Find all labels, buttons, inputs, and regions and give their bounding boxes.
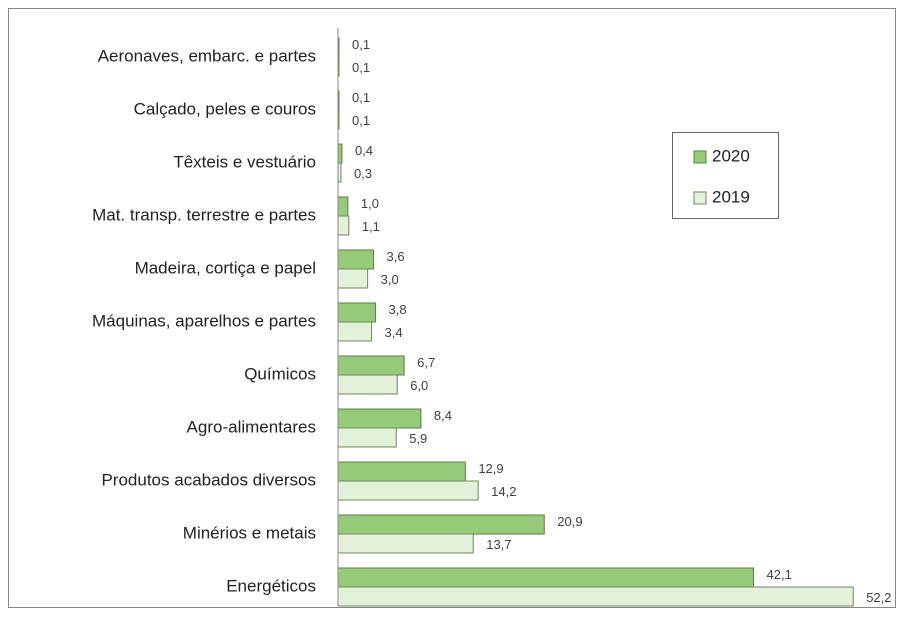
bar bbox=[337, 268, 369, 289]
bar bbox=[337, 514, 545, 535]
category-label: Calçado, peles e couros bbox=[134, 99, 316, 118]
bar bbox=[337, 480, 479, 501]
legend-box bbox=[672, 132, 779, 219]
bar bbox=[337, 249, 375, 270]
category-label: Agro-alimentares bbox=[187, 417, 316, 436]
value-label: 0,1 bbox=[352, 37, 370, 52]
value-label: 42,1 bbox=[767, 567, 792, 582]
category-label: Máquinas, aparelhos e partes bbox=[92, 311, 316, 330]
bar bbox=[337, 321, 373, 342]
value-label: 0,1 bbox=[352, 90, 370, 105]
category-label: Produtos acabados diversos bbox=[101, 470, 316, 489]
legend-swatch bbox=[693, 150, 707, 164]
value-label: 1,1 bbox=[362, 219, 380, 234]
bar bbox=[337, 302, 377, 323]
legend-label: 2020 bbox=[712, 146, 750, 165]
bar bbox=[337, 427, 397, 448]
legend-swatch bbox=[693, 191, 707, 205]
chart-border bbox=[8, 8, 896, 608]
value-label: 0,1 bbox=[352, 60, 370, 75]
value-label: 13,7 bbox=[486, 537, 511, 552]
value-label: 1,0 bbox=[361, 196, 379, 211]
value-label: 6,0 bbox=[410, 378, 428, 393]
value-label: 6,7 bbox=[417, 355, 435, 370]
value-label: 3,4 bbox=[385, 325, 403, 340]
category-label: Minérios e metais bbox=[183, 523, 316, 542]
value-label: 52,2 bbox=[866, 590, 891, 605]
category-label: Têxteis e vestuário bbox=[173, 152, 316, 171]
bar bbox=[337, 355, 405, 376]
bar bbox=[337, 567, 755, 588]
category-label: Energéticos bbox=[226, 576, 316, 595]
bar bbox=[337, 586, 854, 607]
bar bbox=[337, 143, 343, 164]
value-label: 3,8 bbox=[389, 302, 407, 317]
value-label: 3,6 bbox=[387, 249, 405, 264]
bar bbox=[337, 196, 349, 217]
bar bbox=[337, 215, 350, 236]
category-label: Madeira, cortiça e papel bbox=[135, 258, 316, 277]
bar bbox=[337, 408, 422, 429]
value-label: 12,9 bbox=[478, 461, 503, 476]
bar bbox=[337, 374, 398, 395]
bar bbox=[337, 533, 474, 554]
category-label: Aeronaves, embarc. e partes bbox=[98, 46, 316, 65]
value-label: 14,2 bbox=[491, 484, 516, 499]
bar bbox=[337, 461, 466, 482]
value-label: 5,9 bbox=[409, 431, 427, 446]
legend-label: 2019 bbox=[712, 187, 750, 206]
category-label: Químicos bbox=[244, 364, 316, 383]
value-label: 20,9 bbox=[557, 514, 582, 529]
value-label: 8,4 bbox=[434, 408, 452, 423]
value-label: 0,1 bbox=[352, 113, 370, 128]
value-label: 0,3 bbox=[354, 166, 372, 181]
value-label: 0,4 bbox=[355, 143, 373, 158]
value-label: 3,0 bbox=[381, 272, 399, 287]
category-label: Mat. transp. terrestre e partes bbox=[92, 205, 316, 224]
